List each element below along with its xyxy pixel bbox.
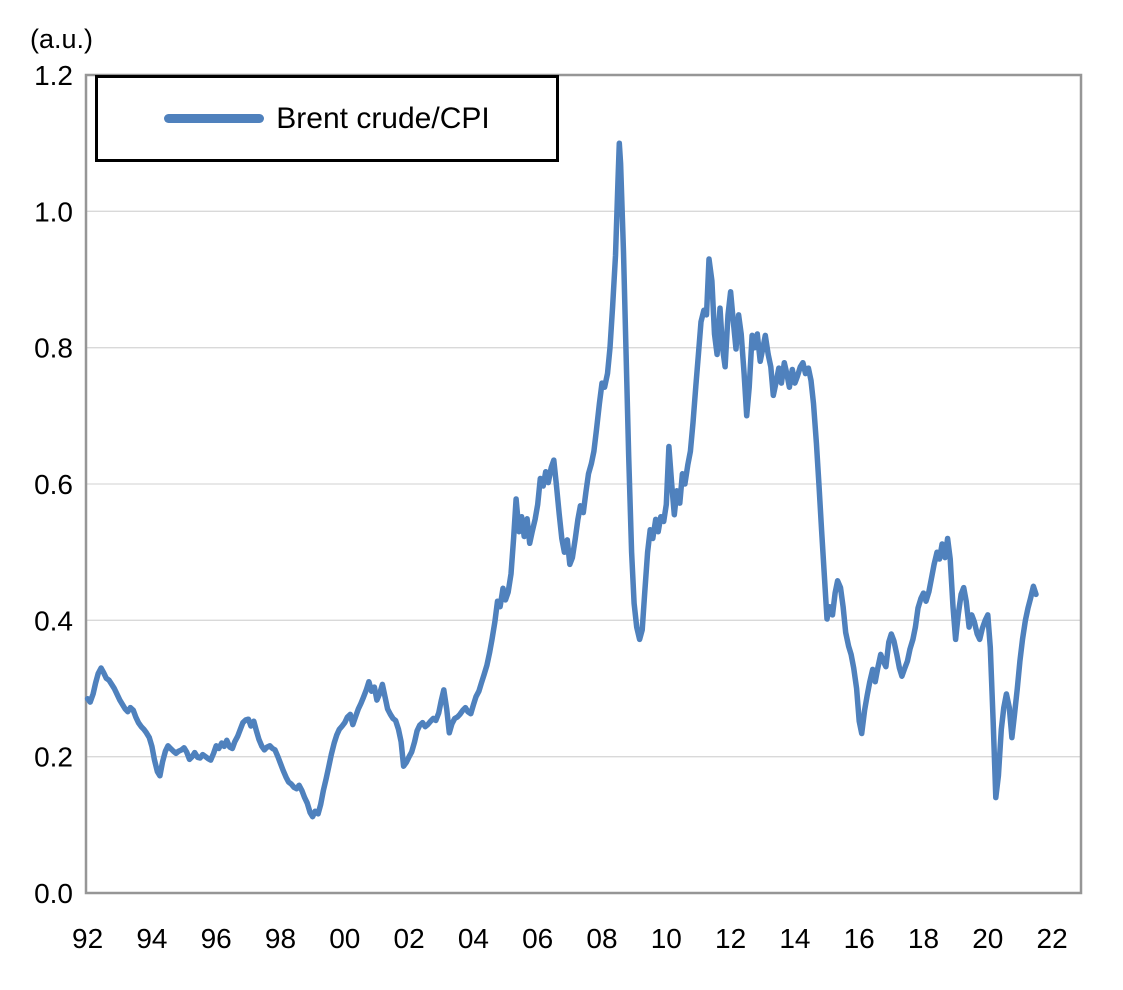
y-axis-unit-label: (a.u.) [30, 24, 94, 54]
y-tick-label: 0.0 [34, 878, 73, 909]
y-tick-label: 0.6 [34, 469, 73, 500]
x-tick-label: 00 [329, 923, 360, 954]
x-tick-label: 06 [522, 923, 553, 954]
x-tick-label: 22 [1037, 923, 1068, 954]
x-tick-label: 20 [972, 923, 1003, 954]
y-tick-label: 0.4 [34, 605, 73, 636]
x-tick-label: 12 [715, 923, 746, 954]
x-tick-label: 04 [458, 923, 489, 954]
y-tick-label: 0.2 [34, 742, 73, 773]
y-tick-label: 1.2 [34, 60, 73, 91]
x-tick-label: 08 [586, 923, 617, 954]
x-tick-label: 02 [394, 923, 425, 954]
x-tick-label: 16 [844, 923, 875, 954]
x-tick-label: 98 [265, 923, 296, 954]
y-tick-label: 0.8 [34, 333, 73, 364]
y-tick-label: 1.0 [34, 196, 73, 227]
x-tick-label: 14 [779, 923, 810, 954]
plot-border [84, 73, 1083, 895]
x-tick-label: 92 [72, 923, 103, 954]
legend-box: Brent crude/CPI [95, 75, 559, 162]
x-tick-label: 18 [908, 923, 939, 954]
legend-line-sample-icon [164, 114, 265, 123]
x-tick-label: 10 [651, 923, 682, 954]
data-line-brent-crude-cpi [84, 140, 1039, 820]
legend-series-label: Brent crude/CPI [276, 101, 490, 135]
x-tick-label: 94 [136, 923, 167, 954]
x-tick-label: 96 [201, 923, 232, 954]
